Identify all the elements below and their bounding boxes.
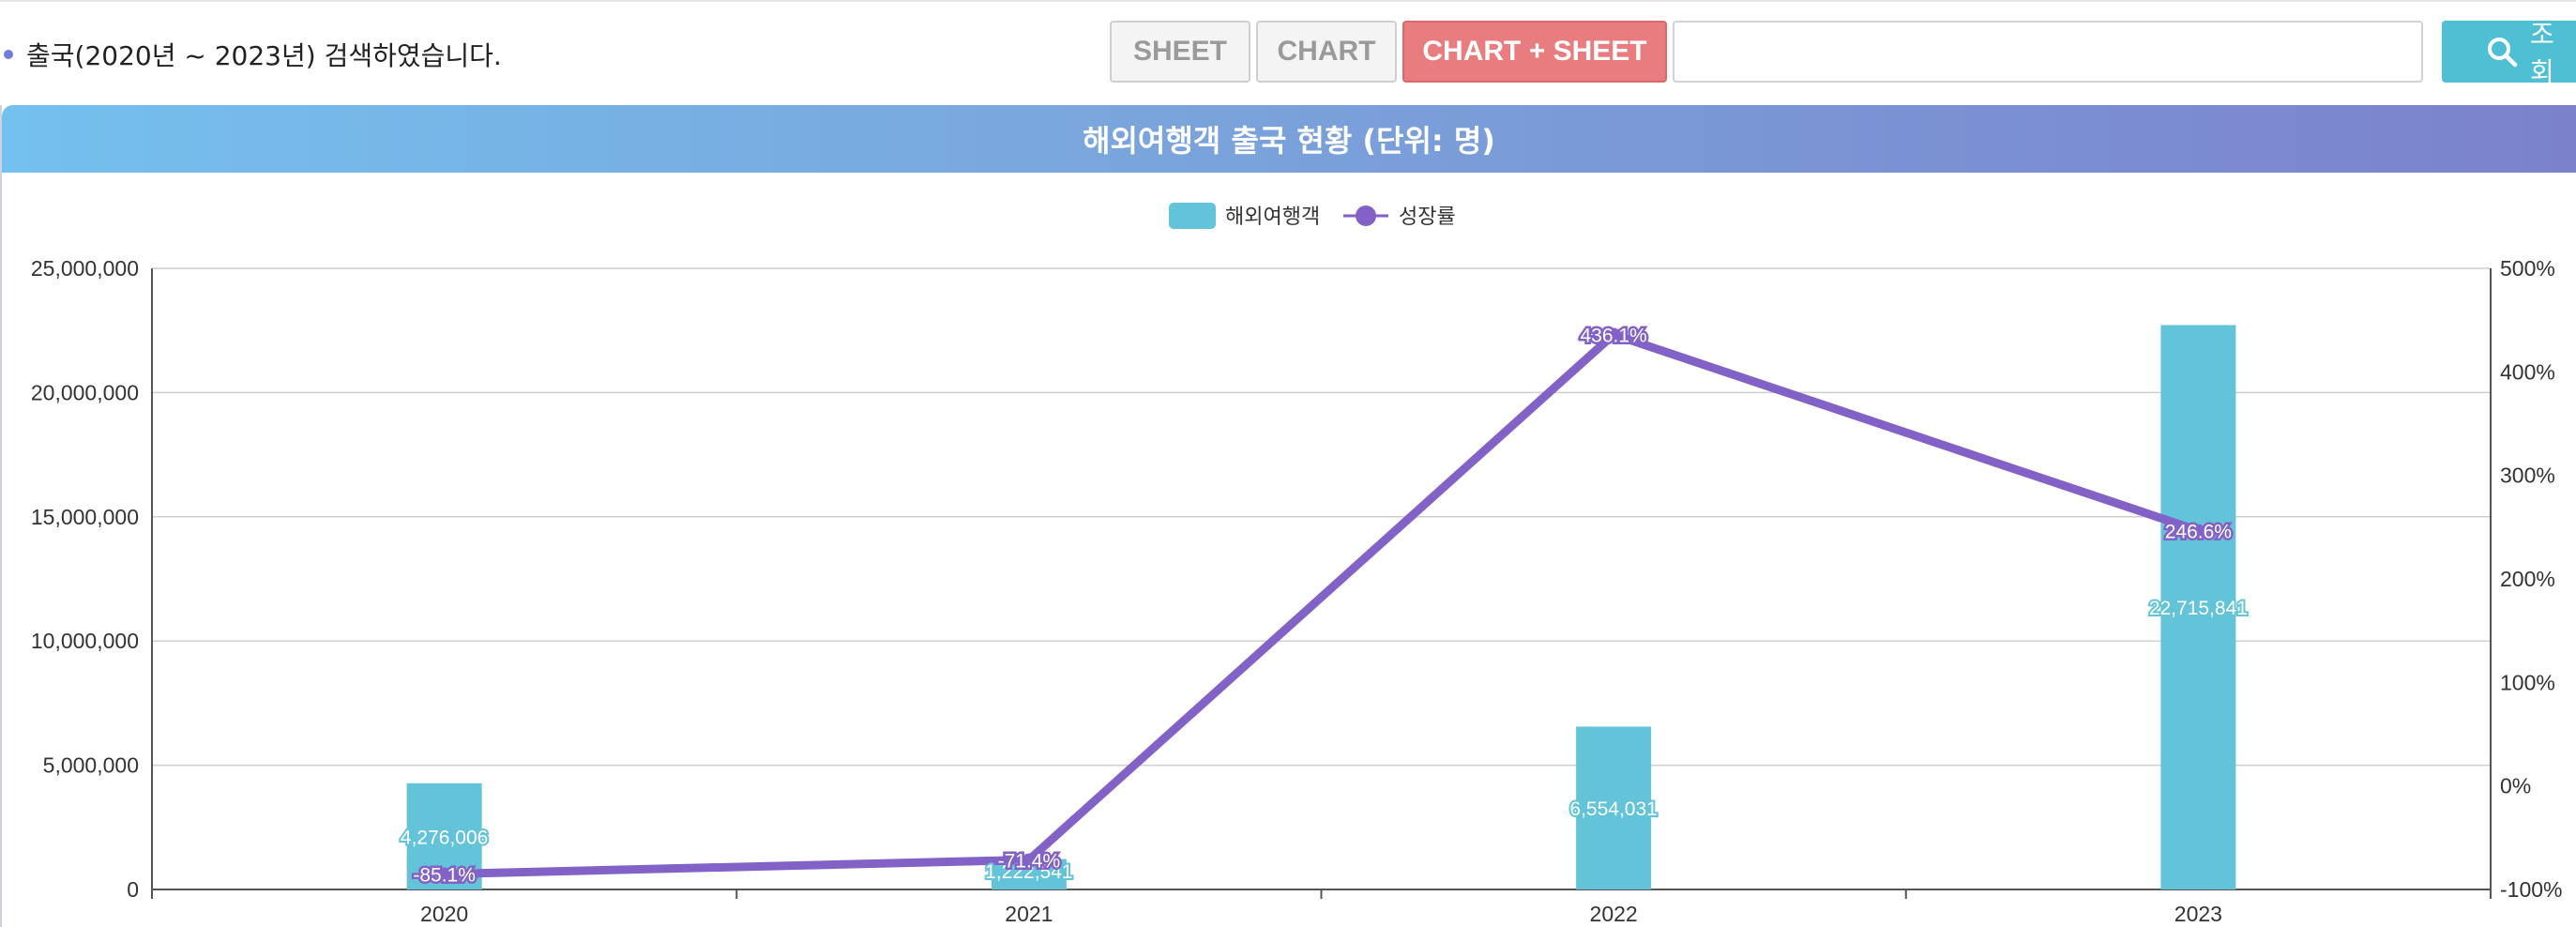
bar-value-label: 22,715,841 (2149, 598, 2248, 619)
query-button[interactable]: 조회 (2442, 21, 2576, 83)
y-left-tick-label: 15,000,000 (31, 505, 139, 529)
growth-point (1607, 327, 1621, 342)
chart-sheet-view-button[interactable]: CHART + SHEET (1402, 21, 1667, 83)
bar (1576, 726, 1652, 889)
search-input[interactable] (1673, 21, 2423, 83)
legend-line-label: 성장률 (1399, 205, 1456, 229)
y-left-tick-label: 25,000,000 (31, 256, 139, 281)
growth-line (440, 330, 2203, 879)
search-toolbar: 출국(2020년 ~ 2023년) 검색하였습니다. SHEET CHART C… (0, 0, 2576, 105)
y-right-tick-label: 200% (2500, 567, 2555, 591)
y-right-tick-label: -100% (2500, 877, 2562, 902)
y-right-tick-label: 500% (2500, 256, 2555, 281)
y-right-tick-label: 400% (2500, 359, 2555, 384)
growth-point (1022, 853, 1036, 867)
chart-view-button[interactable]: CHART (1256, 21, 1397, 83)
search-icon (2488, 38, 2518, 68)
y-left-tick-label: 10,000,000 (31, 629, 139, 653)
bar-value-label: 6,554,031 (1569, 798, 1657, 820)
growth-value-label: 246.6% (2165, 522, 2232, 543)
growth-point (2191, 524, 2205, 538)
sheet-view-button[interactable]: SHEET (1110, 21, 1250, 83)
x-tick-label: 2021 (1005, 902, 1053, 926)
y-right-tick-label: 0% (2500, 774, 2531, 798)
y-left-tick-label: 0 (127, 877, 139, 902)
growth-point (437, 867, 451, 881)
legend-bar-label: 해외여행객 (1225, 205, 1320, 229)
search-result-text: 출국(2020년 ~ 2023년) 검색하였습니다. (26, 40, 502, 71)
x-tick-label: 2023 (2174, 902, 2222, 926)
bar (2160, 325, 2236, 890)
x-tick-label: 2020 (420, 902, 468, 926)
legend-line-marker (1356, 205, 1376, 226)
legend-bar-swatch (1169, 203, 1216, 229)
y-right-tick-label: 300% (2500, 464, 2555, 488)
x-tick-label: 2022 (1590, 902, 1638, 926)
y-left-tick-label: 20,000,000 (31, 380, 139, 404)
bullet-icon (4, 50, 13, 59)
growth-value-label: -71.4% (998, 850, 1061, 872)
growth-value-label: 436.1% (1581, 326, 1647, 347)
growth-value-label: -85.1% (413, 865, 476, 887)
bar-value-label: 4,276,006 (401, 827, 488, 848)
y-left-tick-label: 5,000,000 (43, 753, 139, 778)
chart-panel-title: 해외여행객 출국 현황 (단위: 명) (2, 105, 2576, 173)
bar-value-label: 1,222,541 (985, 861, 1072, 883)
y-right-tick-label: 100% (2500, 670, 2555, 694)
query-button-label: 조회 (2530, 21, 2554, 83)
search-result-message: 출국(2020년 ~ 2023년) 검색하였습니다. (0, 36, 502, 73)
